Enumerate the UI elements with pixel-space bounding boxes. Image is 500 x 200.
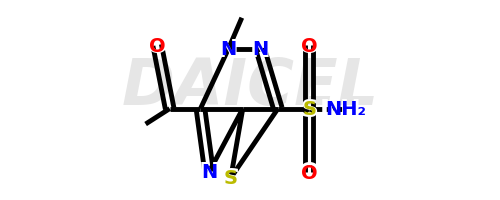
Text: NH₂: NH₂ bbox=[320, 97, 372, 121]
Text: N: N bbox=[250, 38, 270, 62]
Text: O: O bbox=[301, 163, 318, 182]
Text: O: O bbox=[149, 36, 166, 55]
Text: DAICEL: DAICEL bbox=[122, 55, 378, 117]
Text: N: N bbox=[201, 163, 217, 181]
Text: N: N bbox=[252, 40, 268, 59]
Text: NH₂: NH₂ bbox=[326, 100, 366, 119]
Text: O: O bbox=[301, 36, 318, 55]
Text: S: S bbox=[222, 166, 240, 190]
Text: S: S bbox=[300, 97, 318, 121]
Text: O: O bbox=[298, 34, 320, 58]
Text: O: O bbox=[298, 160, 320, 184]
Text: S: S bbox=[302, 100, 316, 119]
Text: N: N bbox=[220, 40, 236, 59]
Text: N: N bbox=[218, 38, 239, 62]
Text: N: N bbox=[198, 160, 220, 184]
Text: S: S bbox=[224, 169, 238, 187]
Text: O: O bbox=[146, 34, 168, 58]
